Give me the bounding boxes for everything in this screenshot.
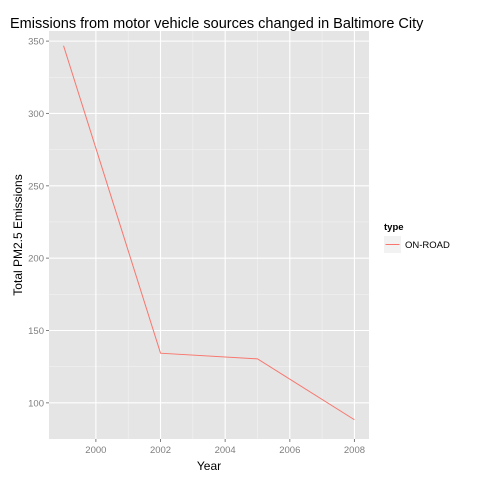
y-tick-label: 350 [28,37,44,48]
y-axis-title: Total PM2.5 Emissions [11,174,25,295]
series-line-on-road [63,45,355,421]
x-tick-label: 2004 [215,445,236,456]
x-axis-ticks: 2000 2002 2004 2006 2008 [85,439,365,456]
x-axis-title: Year [197,459,221,473]
y-tick-label: 300 [28,109,44,120]
legend-items: ON-ROAD [384,236,450,253]
x-tick-label: 2006 [279,445,300,456]
legend: type ON-ROAD [384,222,450,253]
x-tick-label: 2000 [85,445,106,456]
plot-panel [49,31,369,439]
chart-title: Emissions from motor vehicle sources cha… [10,16,424,32]
y-tick-label: 150 [28,326,44,337]
y-tick-label: 200 [28,254,44,265]
legend-label: ON-ROAD [405,240,450,251]
x-tick-label: 2002 [150,445,171,456]
y-tick-label: 100 [28,398,44,409]
y-tick-label: 250 [28,181,44,192]
major-grid [49,31,369,439]
legend-title: type [384,222,404,233]
x-tick-label: 2008 [344,445,365,456]
series-layer [63,45,355,421]
y-axis-ticks: 100 150 200 250 300 350 [28,37,49,409]
minor-grid [49,31,369,439]
